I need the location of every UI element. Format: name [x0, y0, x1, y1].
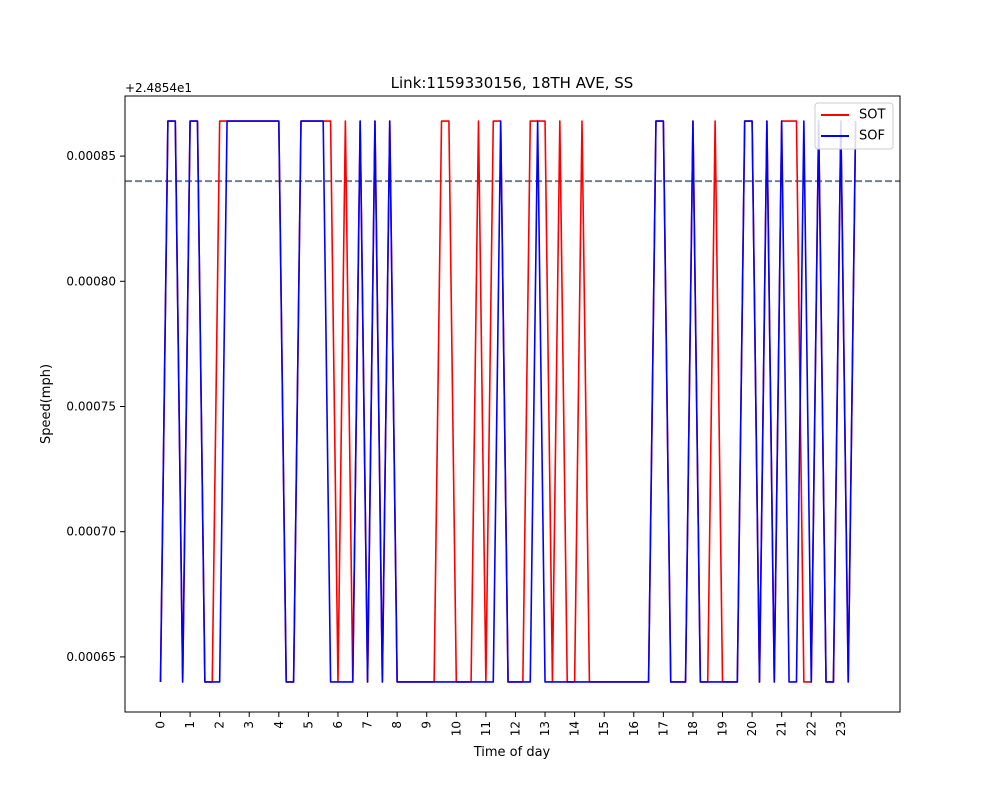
- y-tick-label: 0.00080: [66, 274, 116, 288]
- x-tick-label: 7: [361, 721, 375, 729]
- y-tick-label: 0.00065: [66, 650, 116, 664]
- legend-label-sof: SOF: [859, 129, 885, 144]
- x-tick-label: 4: [272, 721, 286, 729]
- x-tick-label: 12: [508, 721, 522, 736]
- x-tick-label: 13: [538, 721, 552, 736]
- series-layer: [159, 120, 857, 683]
- x-tick-label: 10: [449, 721, 463, 736]
- plot-frame: [124, 95, 901, 713]
- x-tick-label: 5: [301, 721, 315, 729]
- series-line-sof: [159, 120, 857, 683]
- x-tick-label: 1: [183, 721, 197, 729]
- x-tick-label: 11: [479, 721, 493, 736]
- plot-background: [125, 96, 900, 712]
- x-tick-label: 0: [153, 721, 167, 729]
- x-tick-label: 14: [568, 721, 582, 736]
- x-tick-label: 2: [213, 721, 227, 729]
- x-tick-label: 22: [804, 721, 818, 736]
- y-axis-label: Speed(mph): [39, 364, 54, 444]
- legend: SOT SOF: [814, 102, 894, 150]
- x-tick-label: 8: [390, 721, 404, 729]
- y-tick-label: 0.00075: [66, 400, 116, 414]
- x-tick-label: 21: [775, 721, 789, 736]
- x-tick-label: 18: [686, 721, 700, 736]
- legend-label-sot: SOT: [859, 108, 885, 123]
- x-tick-label: 15: [597, 721, 611, 736]
- x-tick-label: 19: [716, 721, 730, 736]
- x-axis-label: Time of day: [473, 745, 551, 760]
- x-tick-label: 6: [331, 721, 345, 729]
- y-tick-label: 0.00085: [66, 149, 116, 163]
- y-offset-label: +2.4854e1: [125, 81, 192, 95]
- x-tick-label: 20: [745, 721, 759, 736]
- x-tick-label: 9: [420, 721, 434, 729]
- y-tick-label: 0.00070: [66, 525, 116, 539]
- x-tick-label: 17: [656, 721, 670, 736]
- chart-title: Link:1159330156, 18TH AVE, SS: [391, 74, 634, 92]
- x-tick-label: 3: [242, 721, 256, 729]
- y-axis: 0.00065 0.00070 0.00075 0.00080 0.00085: [66, 149, 125, 664]
- x-tick-label: 23: [834, 721, 848, 736]
- x-tick-label: 16: [627, 721, 641, 736]
- x-axis: 0 1 2 3 4 5 6 7 8 9 10 11 12 13 14 15 16 17 18 19 20 21 22 23: [153, 712, 848, 736]
